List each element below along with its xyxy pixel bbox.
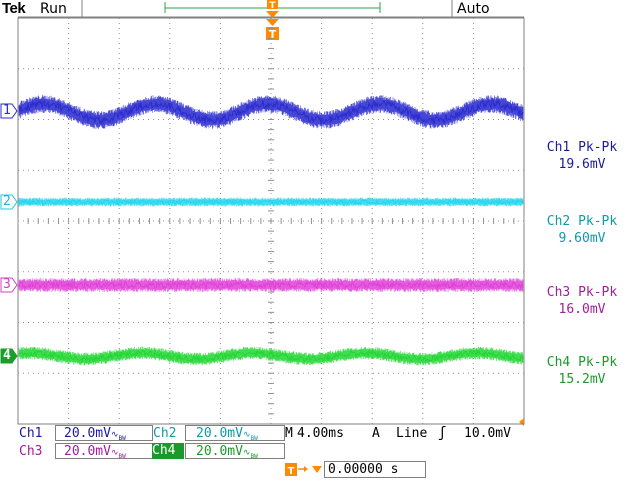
ch1-scale-text: 20.0mV: [64, 426, 111, 441]
ch3-scale-text: 20.0mV: [64, 444, 111, 459]
measurement-ch1-value: 19.6mV: [558, 157, 606, 172]
channel-1-marker[interactable]: [0, 103, 18, 119]
ch2-waveform: [18, 197, 524, 207]
channel-4-marker-label: 4: [3, 348, 11, 363]
measurement-ch2: Ch2 Pk-Pk 9.60mV: [526, 213, 638, 247]
measurement-ch3: Ch3 Pk-Pk 16.0mV: [526, 284, 638, 318]
top-status-bar: Tek Run Auto: [0, 0, 640, 18]
measurement-ch4-value: 15.2mV: [558, 372, 606, 387]
trigger-offset-icon: T: [285, 463, 322, 477]
channel-2-marker-label: 2: [3, 194, 11, 209]
ch2-scale-name[interactable]: Ch2: [153, 426, 177, 441]
channel-3-marker-label: 3: [3, 277, 11, 292]
measurement-ch1: Ch1 Pk-Pk 19.6mV: [526, 139, 638, 173]
rising-edge-icon: ʃ: [438, 425, 447, 441]
measurement-ch2-label: Ch2 Pk-Pk: [546, 214, 618, 229]
trigger-source-prefix: A: [372, 426, 380, 441]
timebase-prefix: M: [285, 426, 293, 441]
ch2-scale-text: 20.0mV: [196, 426, 243, 441]
coupling-bw-icon: ∿BW: [110, 430, 126, 442]
channel-4-marker[interactable]: [0, 348, 18, 364]
svg-text:T: T: [269, 1, 276, 11]
ch2-scale-value[interactable]: 20.0mV∿BW: [185, 425, 285, 442]
svg-text:T: T: [269, 28, 277, 41]
record-trigger-marker-icon: T: [266, 0, 279, 18]
ch4-scale-name[interactable]: Ch4: [152, 443, 184, 459]
ch1-scale-value[interactable]: 20.0mV∿BW: [55, 425, 153, 442]
measurement-ch3-value: 16.0mV: [558, 302, 606, 317]
measurement-ch4: Ch4 Pk-Pk 15.2mV: [526, 354, 638, 388]
coupling-bw-icon: ∿BW: [242, 448, 258, 460]
waveforms: [18, 95, 524, 366]
timebase-value[interactable]: 4.00ms: [297, 426, 344, 441]
ch1-scale-name[interactable]: Ch1: [19, 426, 43, 441]
ch1-waveform: [18, 95, 524, 129]
measurement-ch3-label: Ch3 Pk-Pk: [546, 285, 618, 300]
trigger-position-icon[interactable]: T: [266, 19, 279, 41]
channel-1-marker-label: 1: [3, 103, 11, 118]
ch4-scale-value[interactable]: 20.0mV∿BW: [185, 443, 285, 460]
measurement-ch4-label: Ch4 Pk-Pk: [546, 355, 618, 370]
channel-2-marker[interactable]: [0, 194, 18, 210]
trigger-level-icon: [519, 418, 524, 426]
brand-logo: Tek: [2, 0, 26, 17]
coupling-bw-icon: ∿BW: [242, 430, 258, 442]
ch3-scale-value[interactable]: 20.0mV∿BW: [55, 443, 153, 460]
measurement-ch1-label: Ch1 Pk-Pk: [546, 140, 618, 155]
coupling-bw-icon: ∿BW: [110, 448, 126, 460]
ch4-waveform: [18, 346, 524, 366]
svg-text:T: T: [288, 466, 295, 477]
ch4-scale-text: 20.0mV: [196, 444, 243, 459]
acquisition-state: Run: [40, 1, 67, 17]
trigger-mode: Auto: [457, 1, 490, 17]
trigger-level[interactable]: 10.0mV: [464, 426, 511, 441]
ch3-scale-name[interactable]: Ch3: [19, 444, 43, 459]
trigger-source[interactable]: Line: [396, 426, 428, 441]
trigger-position-value[interactable]: 0.00000 s: [324, 461, 426, 478]
ch3-waveform: [18, 278, 524, 292]
measurement-ch2-value: 9.60mV: [558, 231, 606, 246]
channel-3-marker[interactable]: [0, 277, 18, 293]
